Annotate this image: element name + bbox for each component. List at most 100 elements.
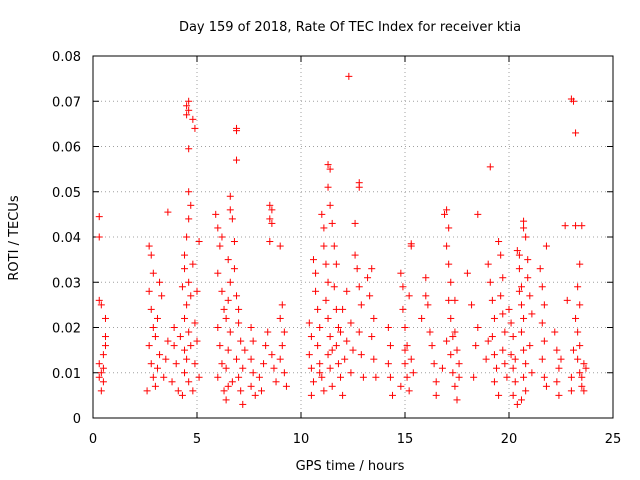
data-point — [330, 242, 338, 250]
data-point — [230, 265, 238, 273]
data-point — [501, 360, 509, 368]
data-point — [216, 342, 224, 350]
data-point — [513, 247, 521, 255]
data-point — [160, 373, 168, 381]
data-point — [255, 373, 263, 381]
y-tick-label: 0.05 — [52, 186, 81, 201]
data-point — [576, 369, 584, 377]
data-point — [276, 314, 284, 322]
data-point — [449, 333, 457, 341]
data-point — [97, 369, 105, 377]
data-point — [233, 156, 241, 164]
data-point — [484, 260, 492, 268]
data-point — [453, 346, 461, 354]
data-point — [339, 305, 347, 313]
data-point — [580, 387, 588, 395]
y-tick-label: 0.03 — [52, 276, 81, 291]
data-point — [233, 292, 241, 300]
data-point — [237, 337, 245, 345]
data-point — [366, 292, 374, 300]
data-point — [156, 278, 164, 286]
data-point — [540, 337, 548, 345]
data-point — [567, 387, 575, 395]
data-point — [455, 373, 463, 381]
data-point — [247, 324, 255, 331]
data-point — [181, 369, 189, 377]
data-point — [326, 201, 334, 209]
data-point — [580, 360, 588, 368]
data-point — [517, 328, 525, 336]
data-point — [359, 373, 367, 381]
data-point — [499, 346, 507, 354]
data-point — [328, 382, 336, 390]
data-point — [351, 251, 359, 259]
data-point — [572, 129, 580, 137]
data-point — [185, 328, 193, 336]
data-point — [276, 242, 284, 250]
data-point — [341, 355, 349, 363]
data-point — [170, 342, 178, 350]
data-point — [520, 314, 528, 322]
data-point — [486, 163, 494, 171]
data-point — [526, 292, 534, 300]
data-point — [187, 342, 195, 350]
data-point — [474, 210, 482, 218]
data-point — [324, 161, 332, 169]
data-point — [247, 382, 255, 390]
data-point — [517, 396, 525, 404]
data-point — [183, 111, 191, 119]
data-point — [370, 355, 378, 363]
data-point — [368, 265, 376, 273]
data-point — [316, 369, 324, 377]
data-point — [97, 387, 105, 395]
data-point — [572, 314, 580, 322]
data-point — [318, 373, 326, 381]
data-point — [524, 256, 532, 264]
data-point — [147, 251, 155, 259]
data-point — [495, 238, 503, 246]
data-point — [224, 382, 232, 390]
data-point — [555, 391, 563, 399]
data-point — [405, 387, 413, 395]
data-point — [237, 387, 245, 395]
data-point — [222, 314, 230, 322]
data-point — [226, 206, 234, 214]
data-point — [314, 342, 322, 350]
data-point — [349, 346, 357, 354]
data-point — [578, 382, 586, 390]
data-point — [189, 115, 197, 123]
data-point — [447, 278, 455, 286]
data-point — [569, 97, 577, 105]
data-point — [538, 319, 546, 327]
data-point — [407, 355, 415, 363]
data-point — [343, 287, 351, 295]
data-point — [316, 360, 324, 368]
data-point — [147, 305, 155, 313]
data-point — [233, 355, 241, 363]
data-point — [162, 355, 170, 363]
data-point — [528, 310, 536, 318]
data-point — [224, 346, 232, 354]
y-tick-label: 0.01 — [52, 367, 81, 382]
data-point — [191, 124, 199, 132]
data-point — [235, 305, 243, 313]
data-point — [397, 269, 405, 277]
data-point — [178, 283, 186, 291]
data-point — [183, 233, 191, 241]
data-point — [222, 364, 230, 372]
data-point — [164, 208, 172, 216]
data-point — [181, 346, 189, 354]
data-point — [191, 360, 199, 368]
data-point — [574, 355, 582, 363]
data-point — [249, 337, 257, 345]
data-point — [355, 328, 363, 336]
data-point — [343, 337, 351, 345]
plot-frame — [92, 55, 614, 419]
data-point — [486, 278, 494, 286]
data-point — [522, 387, 530, 395]
data-point — [181, 314, 189, 322]
data-point — [567, 373, 575, 381]
data-point — [432, 378, 440, 386]
data-point — [260, 360, 268, 368]
data-point — [503, 373, 511, 381]
